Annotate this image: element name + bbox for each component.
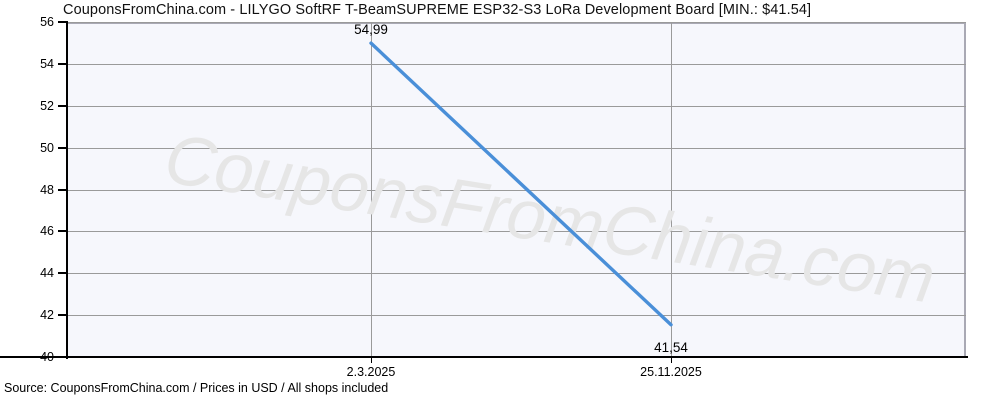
x-tick-mark [371,357,372,363]
y-tick-label: 44 [40,266,54,281]
y-tick-mark [58,356,66,358]
gridline-horizontal [68,147,966,149]
chart-title: CouponsFromChina.com - LILYGO SoftRF T-B… [63,2,812,18]
y-tick-mark [58,146,66,149]
gridline-horizontal [68,231,966,233]
gridline-horizontal [68,273,966,275]
gridline-horizontal [68,105,966,107]
gridline-vertical [671,22,672,357]
x-axis-line [0,356,968,358]
y-tick-label: 50 [40,140,54,155]
y-tick-label: 48 [40,182,54,197]
y-tick-mark [58,272,66,275]
y-tick-mark [58,62,66,65]
y-tick-mark [58,230,66,233]
x-tick-label: 25.11.2025 [640,365,702,379]
gridline-horizontal [68,22,966,23]
gridline-horizontal [68,63,966,65]
data-point-label: 41,54 [654,339,688,355]
gridline-vertical [371,22,372,357]
y-axis-line [66,21,68,359]
price-line [369,41,673,327]
y-tick-mark [58,21,66,23]
source-footer: Source: CouponsFromChina.com / Prices in… [4,381,389,395]
y-tick-mark [58,188,66,191]
y-tick-label: 42 [40,308,54,323]
y-tick-label: 52 [40,98,54,113]
series-line-layer [369,41,673,327]
gridline-horizontal [68,315,966,317]
y-tick-label: 54 [40,56,54,71]
x-tick-mark [671,357,672,363]
y-tick-mark [58,314,66,317]
y-tick-label: 46 [40,224,54,239]
y-tick-mark [58,104,66,107]
y-tick-label: 56 [40,15,54,29]
data-point-label: 54,99 [354,22,388,38]
gridline-horizontal [68,189,966,191]
y-tick-label: 40 [40,350,54,364]
x-tick-label: 2.3.2025 [346,365,396,379]
